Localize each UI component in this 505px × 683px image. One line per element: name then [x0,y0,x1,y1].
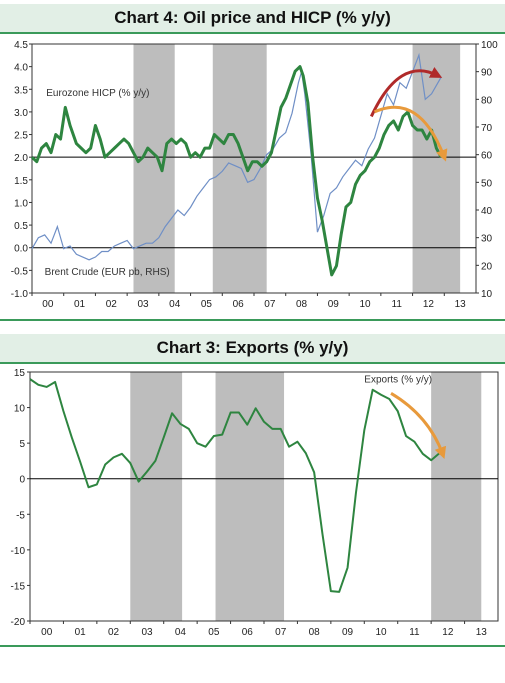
chart4-bottom-rule [0,319,505,321]
x-tick-label: 05 [208,627,220,638]
series-line-exports [29,378,441,593]
x-tick-label: 01 [74,299,86,310]
x-tick-label: 12 [442,627,454,638]
x-tick-label: 03 [141,627,153,638]
y-right-tick-label: 40 [481,206,493,217]
shaded-period-1 [212,44,267,293]
chart3-bottom-rule [0,645,505,647]
y-left-tick-label: 2.5 [14,131,28,142]
x-tick-label: 06 [233,299,245,310]
y-tick-label: 15 [14,368,26,379]
y-right-tick-label: 60 [481,151,493,162]
x-tick-label: 05 [201,299,213,310]
chart3-title-bar: Chart 3: Exports (% y/y) [0,334,505,364]
y-tick-label: -10 [11,546,26,557]
chart3-plot: 15 10 5 0 -5 -10 -15 -20 00 01 02 03 04 05 06 07 08 09 10 1… [11,368,499,638]
y-left-tick-label: 2.0 [14,153,28,164]
chart3-title: Chart 3: Exports (% y/y) [156,338,349,357]
shaded-period-1 [215,372,285,621]
y-right-tick-label: 80 [481,95,493,106]
y-right-tick-label: 100 [481,40,498,51]
x-tick-label: 10 [375,627,387,638]
x-tick-label: 13 [455,299,467,310]
y-left-tick-label: 0.5 [14,221,28,232]
y-left-tick-label: 1.0 [14,198,28,209]
y-tick-label: 0 [19,475,25,486]
x-tick-label: 03 [137,299,149,310]
x-tick-label: 08 [296,299,308,310]
y-left-tick-label: -1.0 [11,289,29,300]
y-left-tick-label: 3.0 [14,108,28,119]
x-tick-label: 11 [409,627,420,638]
y-right-tick-label: 70 [481,123,493,134]
y-right-tick-label: 30 [481,234,493,245]
y-right-tick-label: 90 [481,68,493,79]
x-tick-label: 08 [309,627,321,638]
x-tick-label: 00 [42,299,54,310]
shaded-period-0 [133,44,175,293]
x-tick-label: 09 [328,299,340,310]
trend-arrow-0 [390,392,447,460]
chart4-title-bar: Chart 4: Oil price and HICP (% y/y) [0,4,505,34]
y-left-tick-label: 3.5 [14,85,28,96]
x-tick-label: 10 [359,299,371,310]
y-right-tick-label: 50 [481,178,493,189]
y-left-tick-label: 4.5 [14,40,28,51]
annotation-exports-label: Exports (% y/y) [364,375,432,386]
annotation-brent-label: Brent Crude (EUR pb, RHS) [45,267,170,278]
x-tick-label: 00 [41,627,53,638]
y-tick-label: -20 [11,617,26,628]
shaded-period-2 [412,44,461,293]
x-tick-label: 12 [423,299,435,310]
x-tick-label: 06 [242,627,254,638]
y-tick-label: -15 [11,581,26,592]
y-left-tick-label: 4.0 [14,63,28,74]
trend-arrow-0 [369,67,443,118]
x-tick-label: 11 [392,299,403,310]
series-line-eurozone-hicp [30,65,443,277]
x-tick-label: 07 [264,299,276,310]
series-line-brent-crude [31,52,442,261]
x-tick-label: 02 [106,299,118,310]
annotation-hicp-label: Eurozone HICP (% y/y) [46,88,149,99]
y-tick-label: 10 [14,404,26,415]
y-right-tick-label: 10 [481,289,493,300]
y-tick-label: -5 [16,510,25,521]
shaded-period-0 [130,372,183,621]
x-tick-label: 07 [275,627,287,638]
shaded-period-2 [431,372,482,621]
y-left-tick-label: -0.5 [11,266,29,277]
y-tick-label: 5 [19,439,25,450]
x-tick-label: 13 [476,627,488,638]
x-tick-label: 02 [108,627,120,638]
x-tick-label: 04 [175,627,187,638]
x-tick-label: 09 [342,627,354,638]
x-tick-label: 01 [75,627,87,638]
chart4-title: Chart 4: Oil price and HICP (% y/y) [114,8,391,27]
chart4-plot: -1.0 -0.5 0.0 0.5 1.0 1.5 2.0 2.5 3.0 3.5 4.0 4.5 10… [11,40,498,310]
y-left-tick-label: 0.0 [14,244,28,255]
x-tick-label: 04 [169,299,181,310]
y-left-tick-label: 1.5 [14,176,28,187]
trend-arrow-1 [373,105,448,162]
y-right-tick-label: 20 [481,261,493,272]
